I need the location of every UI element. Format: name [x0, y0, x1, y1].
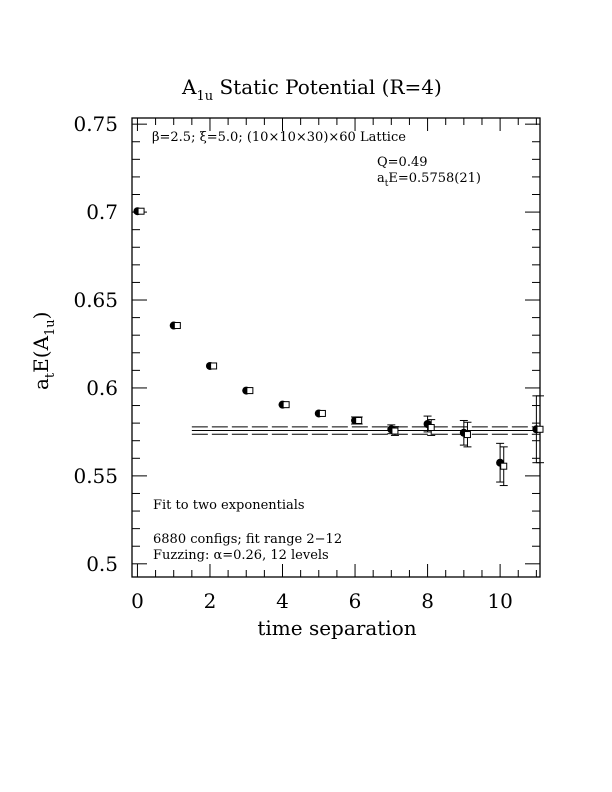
y-label-sub2: 1u [43, 319, 58, 336]
data-point-square [282, 401, 290, 409]
fit-result-sub: t [385, 179, 389, 189]
y-label-mid: E(A [29, 335, 53, 372]
data-point-square [173, 322, 181, 330]
data-point-square [427, 424, 435, 432]
x-tick-label: 8 [421, 589, 434, 613]
x-tick-label: 4 [276, 589, 289, 613]
lattice-annotation: β=2.5; ξ=5.0; (10×10×30)×60 Lattice [152, 130, 406, 145]
fit-result-post: E=0.5758(21) [388, 171, 481, 186]
x-tick-label: 2 [204, 589, 217, 613]
tick-marks [132, 118, 540, 577]
x-tick-label: 10 [487, 589, 512, 613]
y-tick-label: 0.5 [86, 552, 118, 576]
y-tick-label: 0.55 [73, 464, 118, 488]
x-axis-label: time separation [257, 616, 416, 640]
fit-band [191, 426, 540, 435]
data-point-square [355, 416, 363, 424]
configs-annotation: 6880 configs; fit range 2−12 [153, 532, 342, 547]
y-tick-label: 0.65 [73, 288, 118, 312]
chart-title: A1u Static Potential (R=4) [181, 75, 442, 104]
data-point-square [391, 427, 399, 435]
fit-result-annotation: atE=0.5758(21) [377, 171, 481, 189]
fit-result-pre: a [377, 171, 385, 186]
data-point-square [500, 462, 508, 470]
data-point-square [137, 207, 145, 215]
data-markers [133, 207, 544, 487]
plot-frame [131, 117, 541, 578]
y-tick-label: 0.6 [86, 376, 118, 400]
y-tick-labels: 0.5 0.55 0.6 0.65 0.7 0.75 [73, 112, 118, 576]
q-annotation: Q=0.49 [377, 155, 428, 170]
data-point-square [246, 387, 254, 395]
fit-type-annotation: Fit to two exponentials [153, 498, 305, 513]
x-tick-label: 0 [131, 589, 144, 613]
data-point-square [536, 425, 544, 433]
x-tick-labels: 0 2 4 6 8 10 [131, 589, 513, 613]
x-tick-label: 6 [349, 589, 362, 613]
title-rest: Static Potential (R=4) [213, 75, 442, 99]
title-subscript: 1u [196, 89, 213, 104]
data-point-square [463, 431, 471, 439]
y-axis-label: atE(A1u) [29, 312, 58, 391]
fuzzing-annotation: Fuzzing: α=0.26, 12 levels [153, 548, 329, 563]
y-label-main: a [29, 378, 53, 390]
y-label-sub1: t [43, 372, 58, 378]
y-tick-label: 0.75 [73, 112, 118, 136]
y-tick-label: 0.7 [86, 200, 118, 224]
data-point-square [318, 409, 326, 417]
y-label-end: ) [29, 312, 53, 320]
data-point-square [210, 362, 218, 370]
title-main: A [181, 75, 197, 99]
